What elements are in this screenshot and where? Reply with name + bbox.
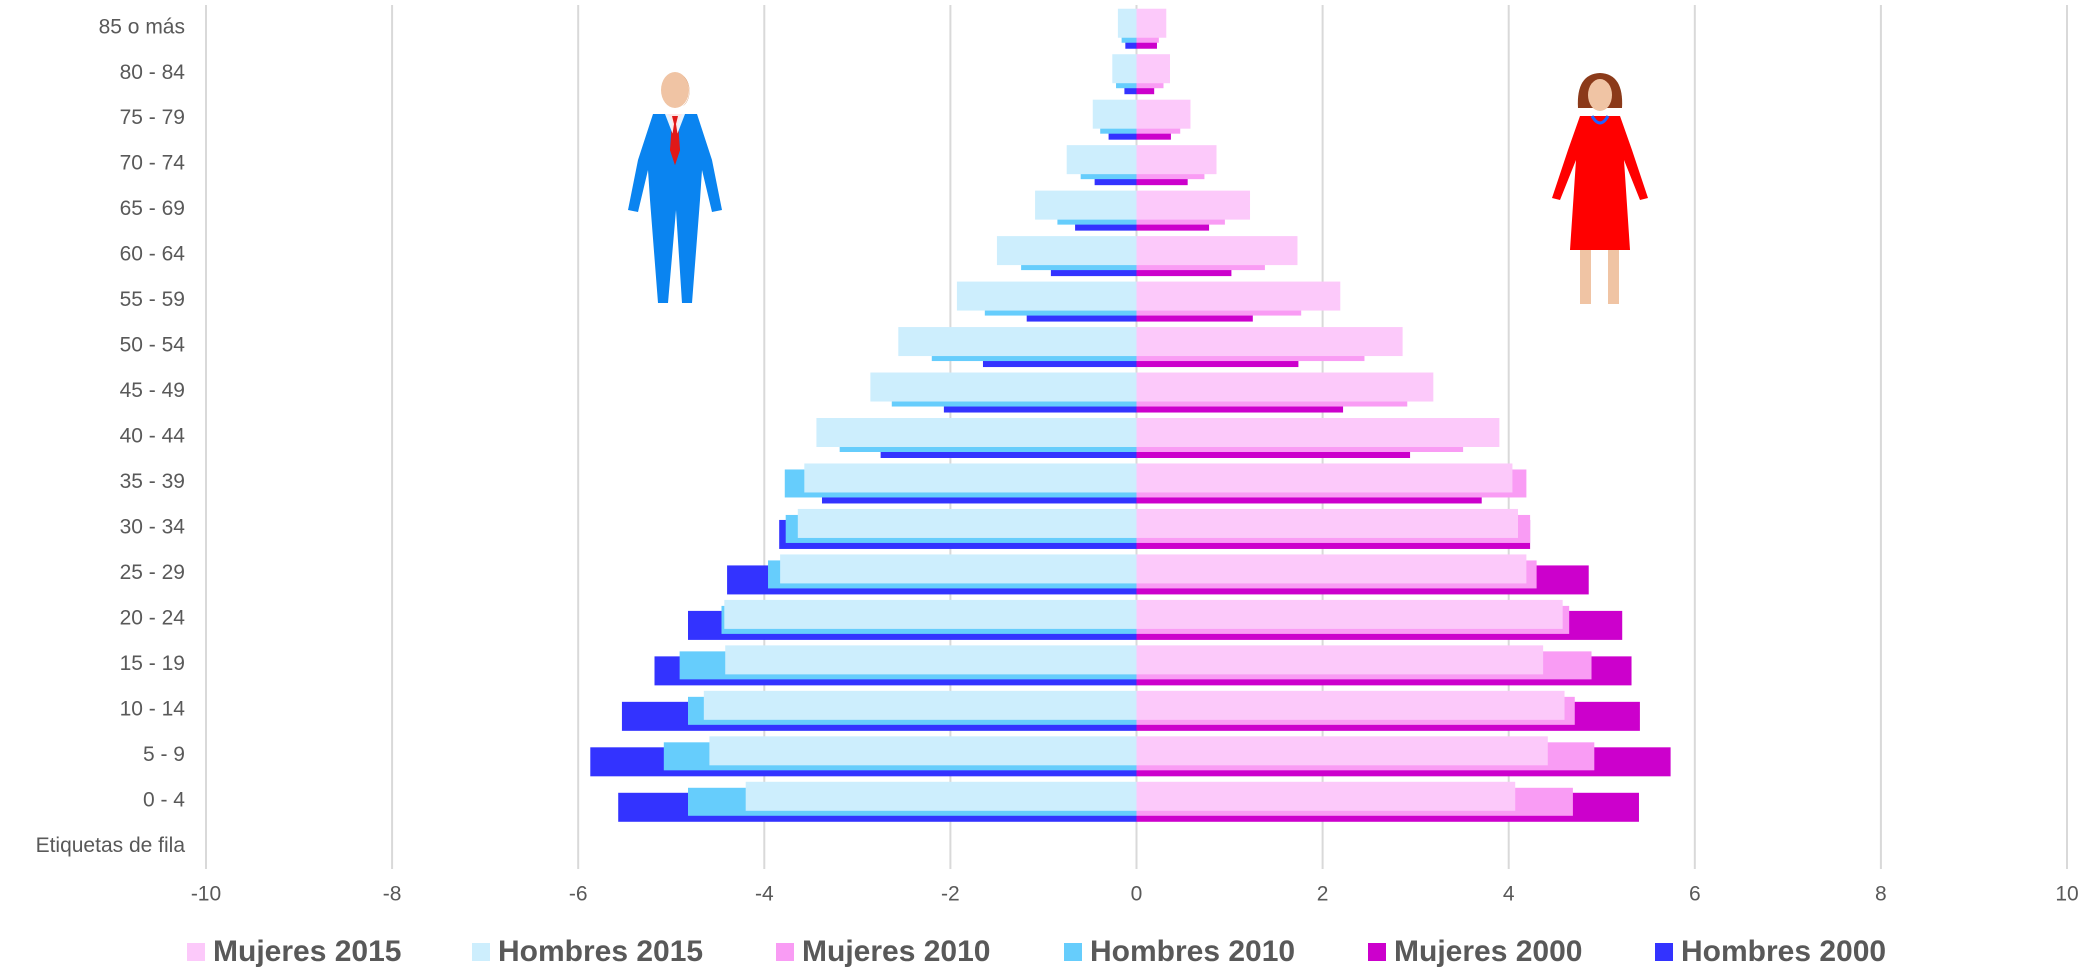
bar	[1136, 690, 1565, 720]
bar	[996, 236, 1137, 266]
y-tick-label: 85 o más	[99, 15, 185, 38]
bar	[1117, 8, 1137, 38]
legend-label: Hombres 2000	[1681, 935, 1886, 968]
legend-label: Hombres 2010	[1090, 935, 1295, 968]
legend-label: Hombres 2015	[498, 935, 703, 968]
x-tick-label: 4	[1503, 883, 1515, 906]
bar	[1136, 281, 1341, 311]
bar	[1136, 645, 1544, 675]
y-tick-label: 65 - 69	[120, 197, 185, 220]
labels: -10 -8 -6 -4 -2 0 2 4 6 8 10 Etiquetas de fila 0 - 4…	[36, 15, 2079, 905]
bar	[1112, 54, 1137, 84]
bar	[870, 372, 1137, 402]
bar	[898, 327, 1137, 357]
x-tick-label: 0	[1131, 883, 1143, 906]
bar	[709, 736, 1137, 766]
legend-swatch	[1064, 943, 1082, 961]
bar	[1136, 327, 1403, 357]
bar	[1136, 54, 1170, 84]
bar	[1136, 554, 1527, 584]
bars	[590, 8, 1671, 822]
legend-swatch	[776, 943, 794, 961]
y-tick-label: 10 - 14	[120, 697, 186, 720]
y-tick-label: Etiquetas de fila	[36, 834, 186, 857]
legend: Mujeres 2015 Hombres 2015 Mujeres 2010 Homb…	[187, 935, 1886, 968]
x-tick-label: 10	[2055, 883, 2078, 906]
y-tick-label: 5 - 9	[143, 743, 185, 766]
bar	[1136, 99, 1191, 129]
y-tick-label: 75 - 79	[120, 106, 185, 129]
bar	[1035, 190, 1137, 220]
bar	[1136, 463, 1513, 493]
y-tick-label: 40 - 44	[120, 425, 186, 448]
legend-swatch	[472, 943, 490, 961]
bar	[1066, 145, 1137, 175]
bar	[1136, 236, 1298, 266]
x-tick-label: -6	[569, 883, 588, 906]
bar	[780, 554, 1137, 584]
x-tick-label: -2	[941, 883, 960, 906]
bar	[1136, 372, 1434, 402]
man-icon	[628, 72, 722, 303]
legend-swatch	[187, 943, 205, 961]
bar	[1136, 190, 1251, 220]
bar	[1136, 599, 1563, 629]
y-tick-label: 35 - 39	[120, 470, 185, 493]
legend-label: Mujeres 2010	[802, 935, 990, 968]
y-tick-label: 45 - 49	[120, 379, 185, 402]
legend-swatch	[1368, 943, 1386, 961]
legend-swatch	[1655, 943, 1673, 961]
bar	[725, 645, 1137, 675]
bar	[1136, 736, 1548, 766]
bar	[1136, 508, 1519, 538]
y-tick-label: 60 - 64	[120, 243, 186, 266]
x-tick-label: -10	[191, 883, 221, 906]
y-tick-label: 30 - 34	[120, 515, 186, 538]
y-tick-label: 15 - 19	[120, 652, 185, 675]
bar	[703, 690, 1137, 720]
y-tick-label: 25 - 29	[120, 561, 185, 584]
bar	[1136, 8, 1167, 38]
bar	[797, 508, 1137, 538]
bar	[1136, 781, 1516, 811]
bar	[1092, 99, 1137, 129]
bar	[1136, 145, 1217, 175]
y-tick-label: 0 - 4	[143, 788, 185, 811]
y-tick-label: 55 - 59	[120, 288, 185, 311]
legend-label: Mujeres 2000	[1394, 935, 1582, 968]
x-tick-label: 8	[1875, 883, 1887, 906]
bar	[804, 463, 1137, 493]
bar	[816, 418, 1137, 447]
y-tick-label: 70 - 74	[120, 152, 186, 175]
bar	[1136, 418, 1500, 447]
x-tick-label: -8	[383, 883, 402, 906]
y-tick-label: 50 - 54	[120, 334, 186, 357]
x-tick-label: 2	[1317, 883, 1329, 906]
legend-label: Mujeres 2015	[213, 935, 401, 968]
x-tick-label: 6	[1689, 883, 1701, 906]
bar	[956, 281, 1137, 311]
woman-icon	[1552, 73, 1648, 304]
bar	[745, 781, 1137, 811]
bar	[724, 599, 1137, 629]
y-tick-label: 80 - 84	[120, 61, 186, 84]
x-tick-label: -4	[755, 883, 774, 906]
y-tick-label: 20 - 24	[120, 606, 186, 629]
